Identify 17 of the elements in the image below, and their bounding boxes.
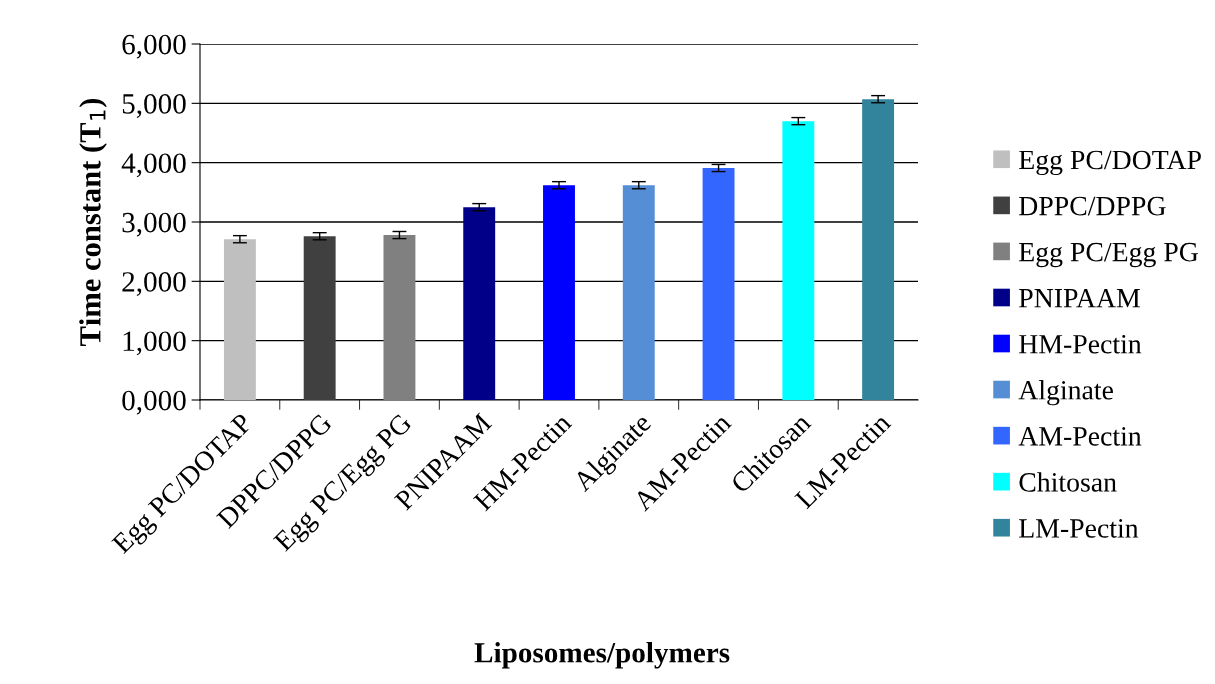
legend-label: HM-Pectin xyxy=(1019,334,1142,354)
legend-label: LM-Pectin xyxy=(1019,519,1139,538)
y-tick-label: 1,000 xyxy=(123,331,186,356)
y-tick-label: 3,000 xyxy=(122,212,186,237)
x-axis-title: Liposomes/polymers xyxy=(474,642,730,669)
legend-label: PNIPAAM xyxy=(1019,288,1140,308)
legend-label: Egg PC/Egg PG xyxy=(1019,242,1198,268)
legend-label: AM-Pectin xyxy=(1018,427,1142,446)
legend-label: Alginate xyxy=(1018,380,1113,406)
y-tick-label: 5,000 xyxy=(122,94,186,118)
y-tick-label: 6,000 xyxy=(122,34,186,59)
y-tick-label: 0,000 xyxy=(122,390,186,415)
y-axis-title: Time constant (T$_{1}$) xyxy=(79,98,107,347)
legend-label: DPPC/DPPG xyxy=(1019,196,1166,216)
y-tick-label: 2,000 xyxy=(122,272,186,296)
y-tick-label: 4,000 xyxy=(121,153,186,178)
legend-label: Egg PC/DOTAP xyxy=(1019,150,1201,176)
